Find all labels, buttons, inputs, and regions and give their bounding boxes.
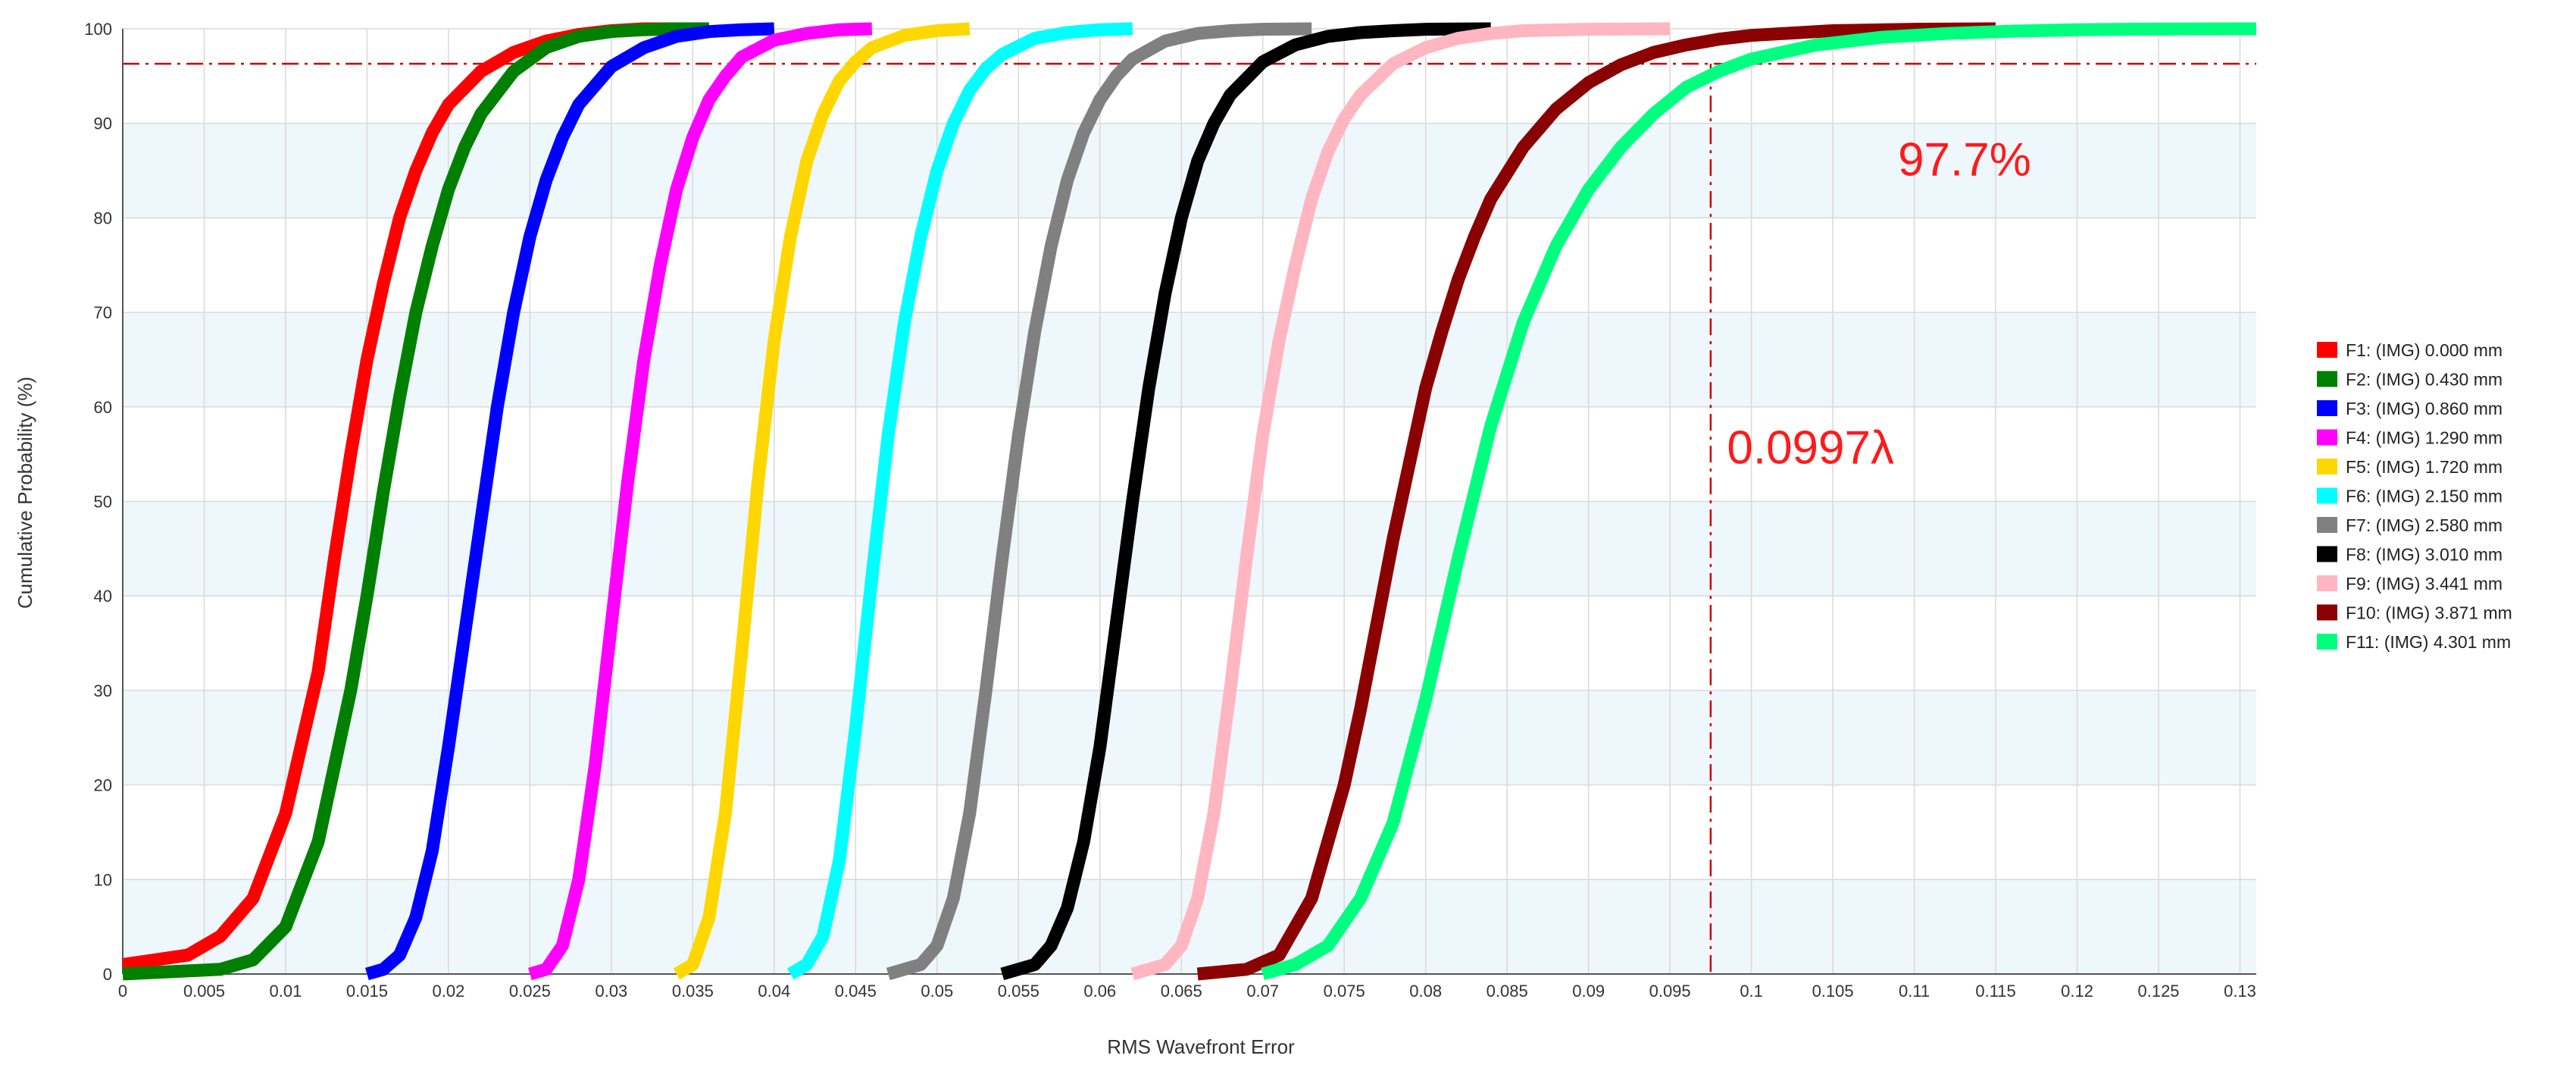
y-tick-label: 80 bbox=[94, 208, 112, 227]
legend: F1: (IMG) 0.000 mm F2: (IMG) 0.430 mm F3: … bbox=[2317, 340, 2512, 652]
x-tick-label: 0.085 bbox=[1487, 982, 1528, 1001]
y-tick-label: 30 bbox=[94, 681, 112, 700]
legend-label: F10: (IMG) 3.871 mm bbox=[2346, 603, 2512, 623]
x-tick-label: 0.015 bbox=[346, 982, 388, 1001]
y-tick-label: 10 bbox=[94, 870, 112, 889]
series-lines bbox=[121, 22, 2257, 981]
legend-swatch bbox=[2317, 429, 2337, 446]
x-tick-label: 0.01 bbox=[270, 982, 302, 1001]
x-tick-label: 0.12 bbox=[2061, 982, 2093, 1001]
x-tick-label: 0.11 bbox=[1899, 982, 1930, 1001]
y-tick-label: 40 bbox=[94, 587, 112, 606]
legend-swatch bbox=[2317, 634, 2337, 650]
legend-label: F5: (IMG) 1.720 mm bbox=[2346, 457, 2503, 477]
x-tick-label: 0.125 bbox=[2137, 982, 2179, 1001]
background-band bbox=[123, 501, 2256, 597]
background-band bbox=[123, 690, 2256, 785]
background-band bbox=[123, 312, 2256, 407]
legend-label: F6: (IMG) 2.150 mm bbox=[2346, 487, 2503, 506]
series-line-f7 bbox=[886, 22, 1312, 981]
x-tick-label: 0.05 bbox=[921, 982, 953, 1001]
legend-swatch bbox=[2317, 546, 2337, 562]
legend-label: F11: (IMG) 4.301 mm bbox=[2346, 632, 2511, 652]
x-tick-label: 0 bbox=[118, 982, 127, 1001]
series-line-f10 bbox=[1196, 22, 1996, 981]
reference-lines bbox=[123, 62, 2256, 974]
x-tick-label: 0.03 bbox=[595, 982, 627, 1001]
series-line-f9 bbox=[1130, 22, 1671, 981]
x-axis-title: RMS Wavefront Error bbox=[1107, 1035, 1295, 1058]
x-tick-label: 0.06 bbox=[1083, 982, 1116, 1001]
x-tick-label: 0.075 bbox=[1324, 982, 1365, 1001]
x-tick-label: 0.005 bbox=[183, 982, 225, 1001]
x-tick-label: 0.065 bbox=[1161, 982, 1202, 1001]
legend-label: F4: (IMG) 1.290 mm bbox=[2346, 428, 2503, 448]
legend-label: F1: (IMG) 0.000 mm bbox=[2346, 340, 2503, 360]
x-tick-label: 0.095 bbox=[1649, 982, 1691, 1001]
legend-swatch bbox=[2317, 342, 2337, 358]
series-line-f8 bbox=[1000, 22, 1491, 981]
y-tick-label: 100 bbox=[84, 20, 112, 39]
legend-label: F7: (IMG) 2.580 mm bbox=[2346, 515, 2503, 535]
legend-label: F9: (IMG) 3.441 mm bbox=[2346, 574, 2503, 594]
tick-labels: 0 0.005 0.01 0.015 0.02 0.025 0.03 0.035 0.04 0.0… bbox=[84, 20, 2256, 1001]
x-tick-label: 0.115 bbox=[1975, 982, 2015, 1001]
x-tick-label: 0.1 bbox=[1740, 982, 1763, 1001]
plot-background-bands bbox=[123, 123, 2256, 974]
legend-swatch bbox=[2317, 604, 2337, 621]
legend-swatch bbox=[2317, 371, 2337, 387]
x-tick-label: 0.025 bbox=[509, 982, 551, 1001]
y-tick-label: 60 bbox=[94, 398, 112, 417]
legend-swatch bbox=[2317, 575, 2337, 591]
legend-label: F8: (IMG) 3.010 mm bbox=[2346, 545, 2503, 565]
series-line-f11 bbox=[1261, 22, 2257, 981]
series-line-f6 bbox=[787, 22, 1133, 980]
y-tick-label: 90 bbox=[94, 114, 112, 133]
y-tick-label: 70 bbox=[94, 303, 112, 322]
y-axis-title: Cumulative Probability (%) bbox=[14, 377, 36, 609]
y-tick-label: 20 bbox=[94, 776, 112, 795]
legend-label: F3: (IMG) 0.860 mm bbox=[2346, 399, 2503, 418]
legend-swatch bbox=[2317, 487, 2337, 504]
y-tick-label: 0 bbox=[103, 965, 112, 984]
series-line-f2 bbox=[122, 22, 709, 981]
x-tick-label: 0.02 bbox=[433, 982, 465, 1001]
x-tick-label: 0.105 bbox=[1812, 982, 1854, 1001]
x-tick-label: 0.07 bbox=[1246, 982, 1279, 1001]
legend-label: F2: (IMG) 0.430 mm bbox=[2346, 370, 2503, 390]
x-tick-label: 0.045 bbox=[835, 982, 877, 1001]
x-tick-label: 0.09 bbox=[1572, 982, 1605, 1001]
annotations: 97.7% 0.0997λ bbox=[1727, 133, 2031, 474]
y-tick-label: 50 bbox=[94, 493, 112, 512]
x-tick-label: 0.08 bbox=[1409, 982, 1442, 1001]
axes bbox=[122, 29, 2256, 975]
legend-swatch bbox=[2317, 400, 2337, 416]
series-line-f4 bbox=[528, 22, 873, 981]
annotation-label-1: 97.7% bbox=[1898, 133, 2031, 186]
series-line-f3 bbox=[365, 22, 775, 981]
legend-swatch bbox=[2317, 459, 2337, 474]
series-line-f5 bbox=[673, 22, 971, 980]
x-tick-label: 0.04 bbox=[758, 982, 790, 1001]
x-tick-label: 0.13 bbox=[2224, 982, 2256, 1001]
legend-swatch bbox=[2317, 517, 2337, 533]
x-tick-label: 0.035 bbox=[672, 982, 714, 1001]
x-tick-label: 0.055 bbox=[998, 982, 1039, 1001]
annotation-label-2: 0.0997λ bbox=[1727, 422, 1894, 474]
